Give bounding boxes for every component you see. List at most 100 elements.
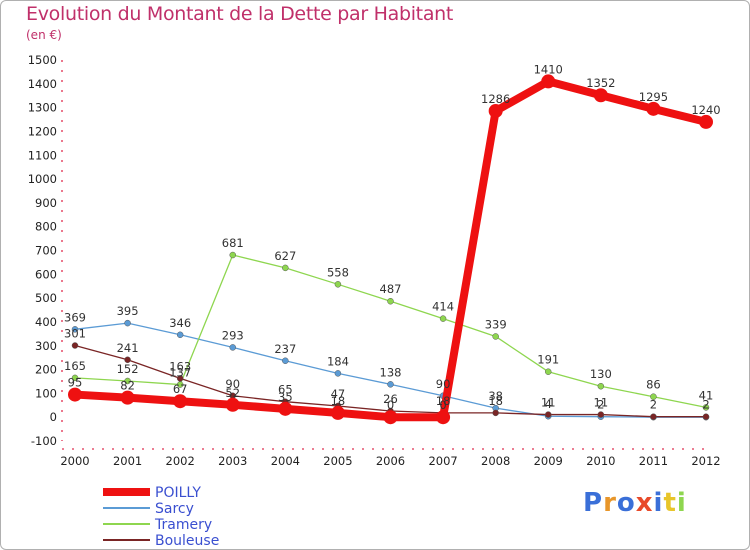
- data-point-bouleuse: [702, 413, 710, 420]
- y-tick-label: 1500: [28, 53, 57, 67]
- data-label: 18: [488, 394, 503, 408]
- data-label: 681: [222, 236, 244, 250]
- data-label: 52: [225, 386, 240, 400]
- data-label: 1295: [639, 90, 668, 104]
- data-point-sarcy: [229, 344, 236, 351]
- y-tick-label: 0: [50, 410, 57, 424]
- x-tick-label: 2010: [586, 454, 615, 468]
- data-label: 1286: [481, 92, 510, 106]
- legend-label-sarcy: Sarcy: [155, 501, 194, 517]
- data-point-poilly: [225, 397, 240, 412]
- data-point-tramery: [439, 315, 447, 322]
- chart-title: Evolution du Montant de la Dette par Hab…: [26, 3, 454, 25]
- x-tick-label: 2000: [60, 454, 89, 468]
- data-point-poilly: [541, 74, 556, 89]
- logo-letter: o: [616, 488, 636, 518]
- data-label: 293: [222, 328, 244, 342]
- data-label: 67: [173, 382, 188, 396]
- data-point-poilly: [593, 88, 608, 103]
- logo-letter: i: [653, 488, 664, 518]
- data-label: 65: [278, 383, 293, 397]
- data-point-tramery: [492, 333, 499, 340]
- x-tick-label: 2012: [691, 454, 720, 468]
- data-point-bouleuse: [492, 409, 499, 417]
- x-tick-label: 2007: [428, 454, 457, 468]
- data-label: 130: [590, 367, 612, 381]
- data-point-tramery: [229, 251, 236, 259]
- data-label: 86: [646, 378, 661, 392]
- data-point-poilly: [278, 401, 293, 416]
- data-point-sarcy: [334, 370, 342, 377]
- data-label: 237: [274, 342, 296, 356]
- y-tick-label: 500: [35, 291, 57, 305]
- data-label: 152: [117, 362, 139, 376]
- data-label: 18: [436, 394, 451, 408]
- data-label: 414: [432, 300, 454, 314]
- data-label: 395: [117, 304, 139, 318]
- data-label: 1240: [691, 103, 720, 117]
- data-point-poilly: [383, 410, 398, 425]
- x-tick-label: 2004: [271, 454, 300, 468]
- data-point-tramery: [282, 264, 289, 272]
- y-tick-label: 400: [35, 315, 57, 329]
- data-point-sarcy: [387, 381, 394, 388]
- data-label: 163: [169, 359, 191, 373]
- data-label: 0: [387, 398, 394, 412]
- data-label: 35: [278, 390, 293, 404]
- data-point-poilly: [120, 390, 135, 405]
- x-tick-label: 2011: [639, 454, 668, 468]
- data-label: 82: [120, 379, 135, 393]
- data-label: 301: [64, 327, 86, 341]
- data-label: 47: [331, 387, 346, 401]
- data-label: 165: [64, 359, 86, 373]
- data-point-tramery: [702, 404, 710, 411]
- y-tick-label: 1200: [28, 124, 57, 138]
- data-point-tramery: [124, 377, 131, 385]
- x-tick-label: 2006: [376, 454, 405, 468]
- x-tick-label: 2009: [534, 454, 563, 468]
- x-tick-label: 2002: [166, 454, 195, 468]
- logo-letter: t: [663, 488, 677, 518]
- data-label: 346: [169, 316, 191, 330]
- data-point-poilly: [173, 394, 188, 409]
- data-label: 137: [169, 366, 191, 380]
- x-tick-label: 2008: [481, 454, 510, 468]
- y-tick-label: 200: [35, 363, 57, 377]
- y-tick-label: 1100: [28, 148, 57, 162]
- data-point-poilly: [646, 101, 661, 116]
- axes: -100010020030040050060070080090010001100…: [28, 53, 721, 468]
- y-tick-label: 800: [35, 220, 57, 234]
- data-point-sarcy: [282, 357, 289, 365]
- data-label: 0: [439, 398, 446, 412]
- data-point-bouleuse: [124, 356, 131, 364]
- data-point-bouleuse: [597, 411, 605, 418]
- data-point-poilly: [436, 410, 451, 425]
- data-label: 26: [383, 392, 398, 406]
- data-label: 90: [225, 377, 240, 391]
- data-point-tramery: [71, 374, 79, 382]
- y-tick-label: 700: [35, 244, 57, 258]
- data-point-tramery: [545, 368, 552, 375]
- data-label: 487: [380, 282, 402, 296]
- data-point-bouleuse: [545, 411, 552, 418]
- data-label: 1410: [534, 62, 563, 76]
- y-tick-label: 1000: [28, 172, 57, 186]
- legend-label-poilly: POILLY: [155, 485, 201, 501]
- data-label: 2: [650, 398, 657, 412]
- data-label: 90: [436, 377, 451, 391]
- data-point-poilly: [488, 103, 503, 118]
- data-label: 138: [380, 365, 402, 379]
- data-point-poilly: [699, 114, 713, 129]
- x-tick-label: 2005: [323, 454, 352, 468]
- y-tick-label: 600: [35, 267, 57, 281]
- logo-letter: x: [635, 488, 654, 518]
- legend-label-bouleuse: Bouleuse: [155, 533, 219, 549]
- data-point-sarcy: [124, 319, 131, 327]
- legend-label-tramery: Tramery: [154, 517, 212, 533]
- data-label: 339: [485, 317, 507, 331]
- data-label: 2: [702, 398, 709, 412]
